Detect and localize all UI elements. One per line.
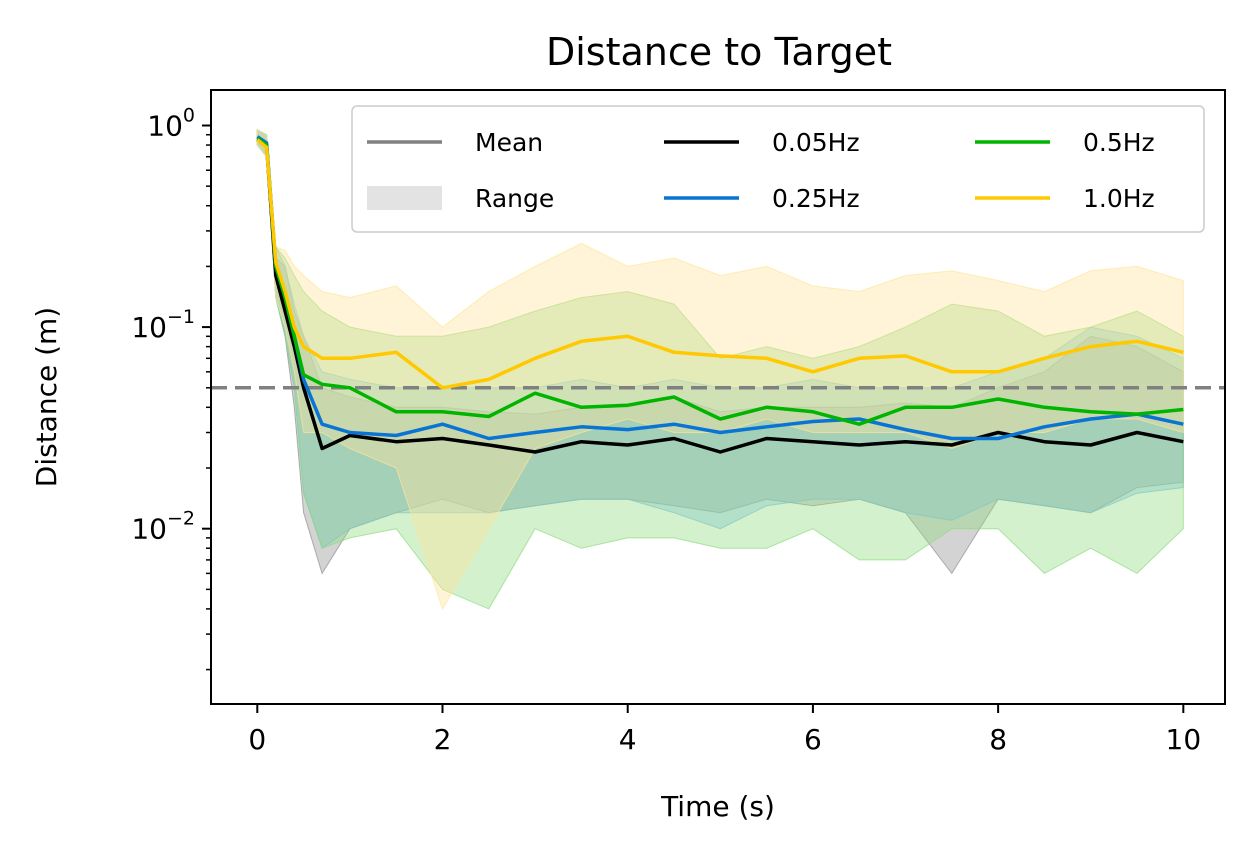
- plot-area: [211, 129, 1225, 611]
- axes-frame: [210, 89, 1226, 705]
- legend-label: 0.05Hz: [772, 128, 860, 157]
- x-axis-label: Time (s): [660, 790, 775, 823]
- x-tick-label: 2: [434, 723, 452, 756]
- x-tick-label: 8: [989, 723, 1007, 756]
- y-tick-label: 100: [147, 104, 195, 142]
- legend-label: 0.5Hz: [1083, 128, 1155, 157]
- y-axis: 100 10−1 10−2: [131, 104, 211, 671]
- legend-swatch: [367, 186, 442, 210]
- legend-label: 1.0Hz: [1083, 184, 1155, 213]
- mean-line-0.05Hz: [256, 138, 1184, 454]
- y-tick-label: 10−2: [131, 508, 195, 546]
- x-tick-label: 0: [248, 723, 266, 756]
- legend-label: Range: [475, 184, 554, 213]
- x-axis: 0 2 4 6 8 10: [248, 704, 1201, 756]
- legend-label: Mean: [475, 128, 543, 157]
- x-tick-label: 10: [1166, 723, 1202, 756]
- plot-content: [211, 129, 1225, 611]
- legend: Mean Range 0.05Hz 0.25Hz 0.5Hz 1.0Hz: [351, 105, 1205, 233]
- legend-box: [351, 105, 1205, 233]
- range-band-1.0Hz: [256, 129, 1184, 611]
- legend-label: 0.25Hz: [772, 184, 860, 213]
- range-band-0.5Hz: [256, 129, 1184, 610]
- y-axis-label: Distance (m): [30, 307, 63, 487]
- mean-line-0.5Hz: [256, 137, 1184, 426]
- y-tick-label: 10−1: [131, 306, 195, 344]
- x-tick-label: 6: [804, 723, 822, 756]
- chart-title: Distance to Target: [546, 30, 892, 74]
- x-tick-label: 4: [619, 723, 637, 756]
- mean-line-1.0Hz: [256, 138, 1184, 390]
